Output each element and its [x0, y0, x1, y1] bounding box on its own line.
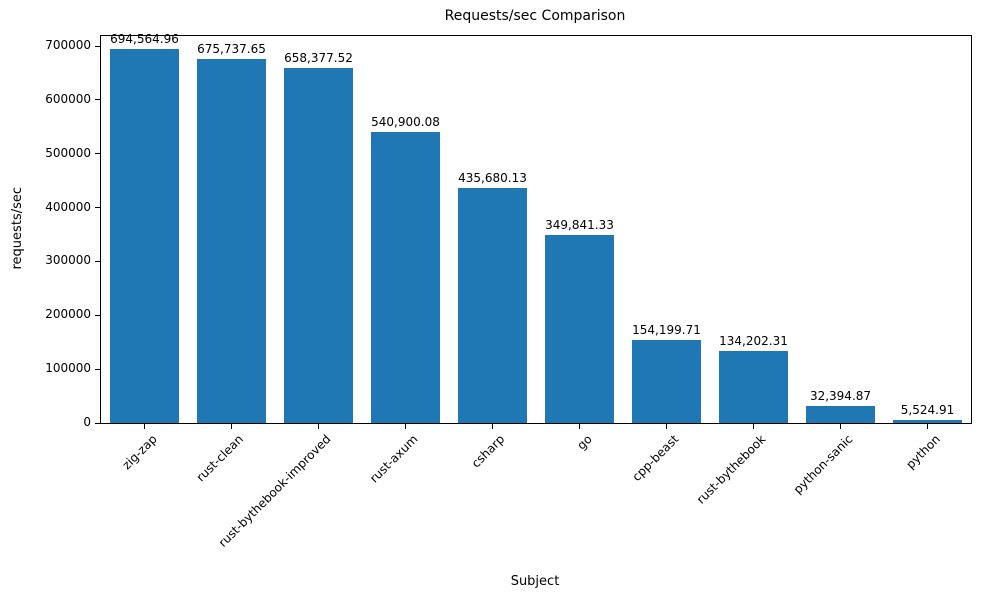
x-tick-mark	[318, 423, 319, 429]
bar	[805, 405, 876, 423]
bar-value-label: 32,394.87	[809, 388, 872, 403]
y-tick-label: 600000	[45, 91, 91, 106]
bar-value-label: 694,564.96	[110, 31, 179, 46]
y-tick-label: 100000	[45, 361, 91, 376]
y-tick-mark	[95, 99, 101, 101]
x-tick-mark	[666, 423, 667, 429]
bar	[196, 59, 267, 423]
bar	[631, 339, 702, 423]
bar	[370, 131, 441, 423]
y-tick-label: 700000	[45, 38, 91, 52]
bar-value-label: 675,737.65	[197, 42, 266, 57]
x-axis-label: Subject	[510, 574, 560, 589]
x-tick-mark	[840, 423, 841, 429]
bar	[892, 420, 963, 423]
y-tick-mark	[95, 207, 101, 209]
x-tick-mark	[927, 423, 928, 429]
bar	[718, 350, 789, 423]
y-tick-label: 300000	[45, 253, 91, 268]
y-tick-mark	[95, 422, 101, 424]
bar	[457, 188, 528, 423]
y-tick-mark	[95, 153, 101, 155]
y-tick-mark	[95, 45, 101, 47]
x-tick-mark	[579, 423, 580, 429]
y-tick-label: 500000	[45, 145, 91, 160]
chart-title: Requests/sec Comparison	[444, 8, 626, 24]
bar-value-label: 5,524.91	[900, 403, 955, 418]
bar-value-label: 435,680.13	[458, 171, 527, 186]
x-tick-mark	[753, 423, 754, 429]
x-tick-mark	[405, 423, 406, 429]
y-axis-label: requests/sec	[9, 187, 25, 270]
x-tick-mark	[492, 423, 493, 429]
y-tick-label: 0	[83, 415, 91, 429]
plot-area: 0 100000 200000 300000 400000 500000 600000 700…	[45, 32, 972, 550]
bar-value-label: 154,199.71	[632, 322, 701, 337]
y-tick-label: 200000	[45, 307, 91, 322]
y-tick-mark	[95, 314, 101, 316]
bar-value-label: 540,900.08	[371, 114, 440, 129]
bar	[283, 68, 354, 423]
bar-value-label: 658,377.52	[284, 51, 353, 66]
y-tick-mark	[95, 260, 101, 262]
bar	[109, 48, 180, 423]
bar-value-label: 134,202.31	[719, 333, 788, 348]
y-tick-label: 400000	[45, 199, 91, 214]
bar	[544, 234, 615, 423]
y-tick-mark	[95, 368, 101, 370]
x-tick-mark	[231, 423, 232, 429]
x-tick-mark	[144, 423, 145, 429]
bar-value-label: 349,841.33	[545, 217, 614, 232]
